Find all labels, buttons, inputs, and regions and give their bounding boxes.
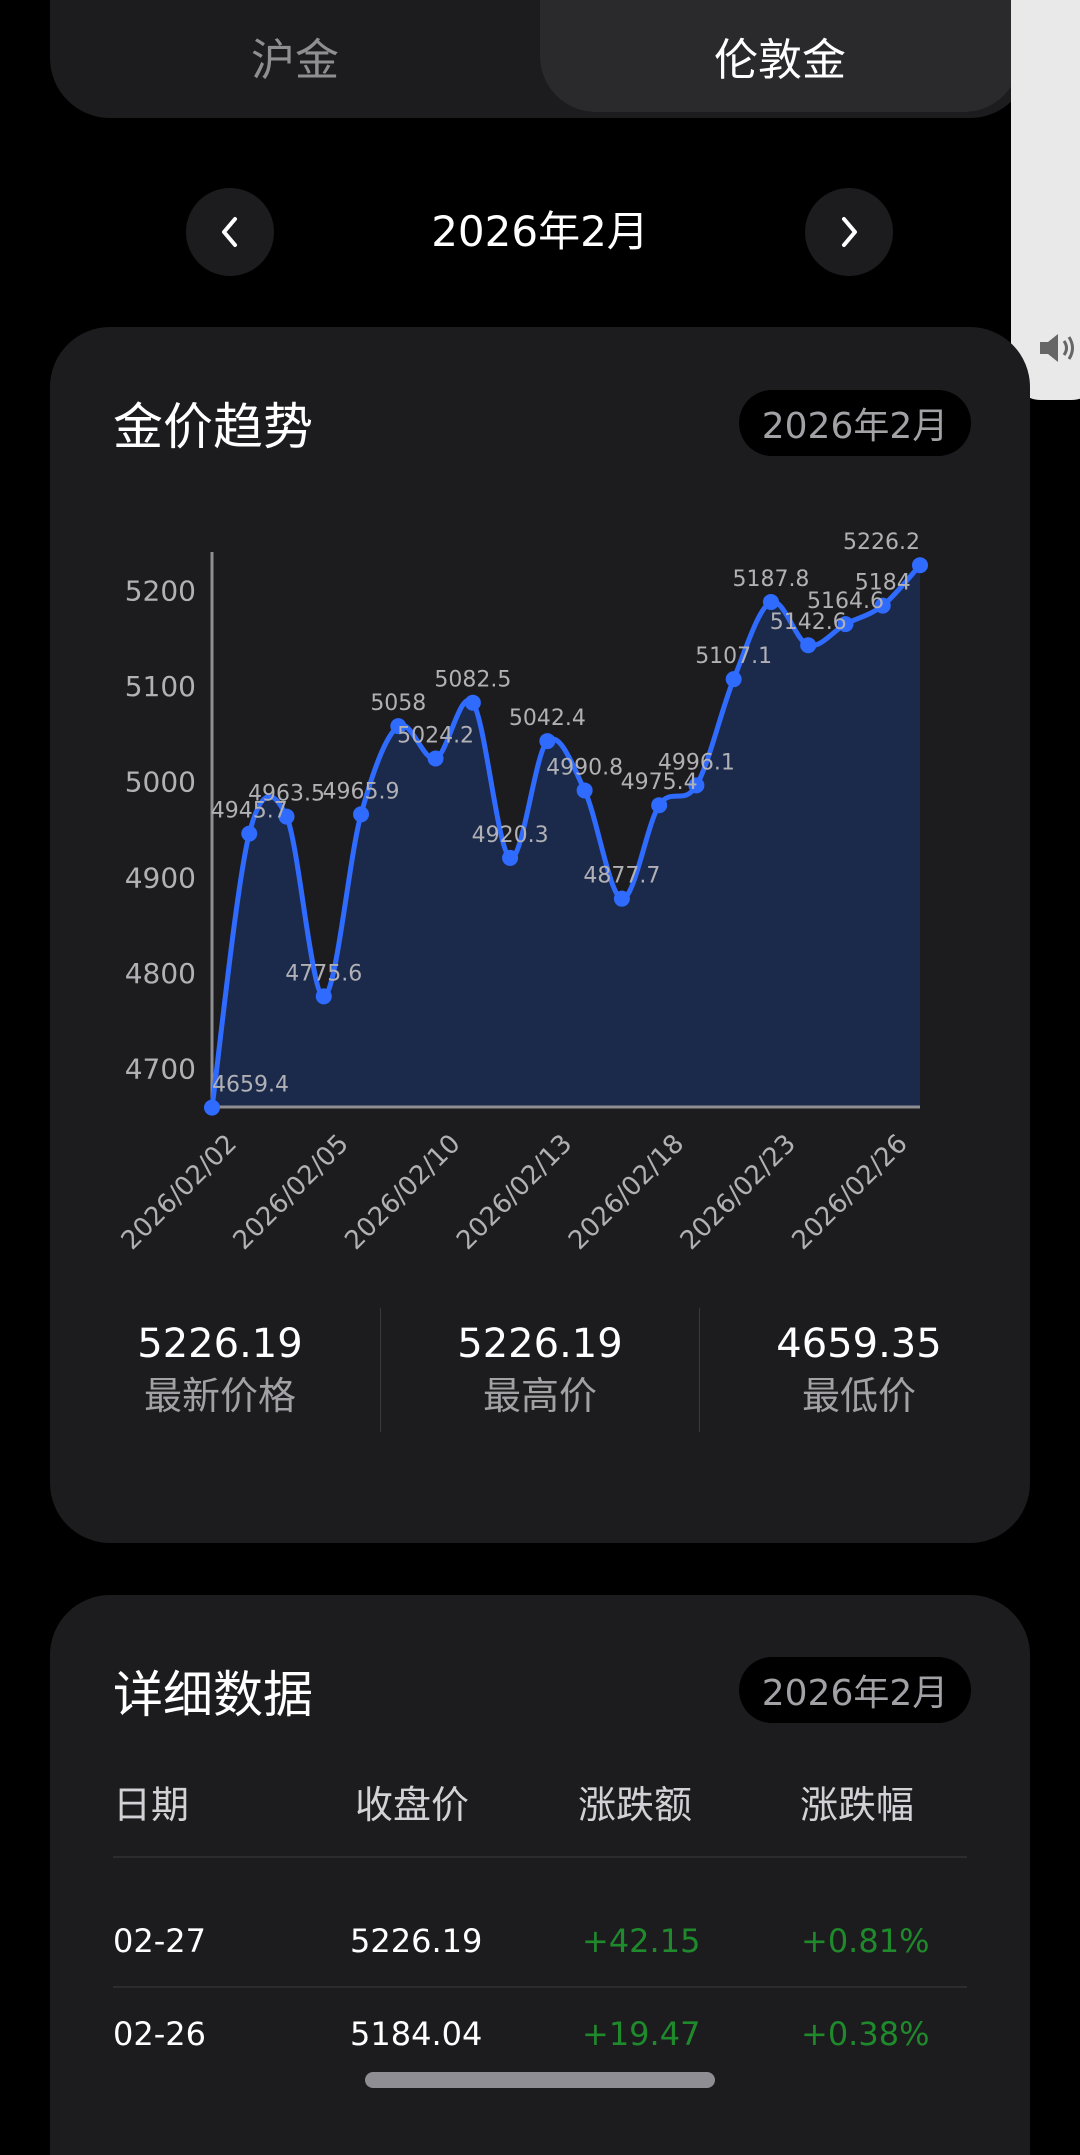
x-tick-label: 2026/02/13 xyxy=(451,1129,578,1256)
stat-lowest-price: 4659.35 最低价 xyxy=(709,1318,1009,1422)
x-tick-label: 2026/02/02 xyxy=(116,1129,243,1256)
row-close: 5226.19 xyxy=(350,1922,483,1960)
data-point[interactable] xyxy=(315,988,332,1005)
data-label: 5058 xyxy=(370,691,426,716)
row-percent: +0.81% xyxy=(801,1922,930,1960)
data-point[interactable] xyxy=(241,825,258,842)
data-point[interactable] xyxy=(576,782,593,799)
data-point[interactable] xyxy=(874,597,891,614)
previous-month-button[interactable] xyxy=(186,188,274,276)
data-label: 4659.4 xyxy=(212,1073,289,1098)
data-label: 5042.4 xyxy=(509,706,586,731)
row-change: +42.15 xyxy=(582,1922,701,1960)
stat-value: 5226.19 xyxy=(457,1321,623,1367)
stat-latest-price: 5226.19 最新价格 xyxy=(70,1318,370,1422)
row-date: 02-27 xyxy=(113,1922,206,1960)
data-point[interactable] xyxy=(800,637,817,654)
data-point[interactable] xyxy=(427,750,444,767)
tab-label: 伦敦金 xyxy=(714,35,846,86)
data-point[interactable] xyxy=(502,849,519,866)
data-label: 4963.5 xyxy=(248,782,325,807)
data-point[interactable] xyxy=(651,797,668,814)
chevron-right-icon xyxy=(842,217,857,247)
x-tick-label: 2026/02/10 xyxy=(339,1129,466,1256)
data-label: 5164.6 xyxy=(807,589,884,614)
data-point[interactable] xyxy=(912,557,928,574)
data-label: 4920.3 xyxy=(472,823,549,848)
chevron-left-icon xyxy=(222,217,237,247)
x-tick-label: 2026/02/23 xyxy=(675,1129,802,1256)
x-tick-label: 2026/02/26 xyxy=(787,1129,914,1256)
data-label: 5187.8 xyxy=(732,567,809,592)
data-label: 5142.6 xyxy=(770,610,847,635)
tab-london-gold[interactable]: 伦敦金 xyxy=(540,0,1020,112)
data-point[interactable] xyxy=(204,1099,220,1116)
tab-shanghai-gold[interactable]: 沪金 xyxy=(50,0,540,112)
y-tick-label: 4900 xyxy=(125,861,196,894)
y-tick-label: 4800 xyxy=(125,957,196,990)
stat-label: 最低价 xyxy=(801,1374,916,1418)
current-month-label: 2026年2月 xyxy=(431,207,649,256)
data-label: 5082.5 xyxy=(434,668,511,693)
tab-label: 沪金 xyxy=(251,35,339,86)
x-tick-label: 2026/02/05 xyxy=(228,1129,355,1256)
data-point[interactable] xyxy=(278,808,295,825)
stat-label: 最高价 xyxy=(482,1374,597,1418)
data-label: 4996.1 xyxy=(658,750,735,775)
data-label: 5107.1 xyxy=(695,644,772,669)
trend-period-badge[interactable]: 2026年2月 xyxy=(739,390,971,456)
row-divider xyxy=(113,1986,967,1988)
stat-value: 4659.35 xyxy=(776,1321,942,1367)
data-point[interactable] xyxy=(688,777,705,794)
data-label: 5226.2 xyxy=(843,530,920,555)
column-header-close: 收盘价 xyxy=(355,1783,470,1827)
column-header-date: 日期 xyxy=(113,1783,190,1827)
detail-period-badge[interactable]: 2026年2月 xyxy=(739,1657,971,1723)
data-point[interactable] xyxy=(762,593,779,610)
detail-card-title: 详细数据 xyxy=(113,1666,313,1724)
data-label: 4965.9 xyxy=(323,779,400,804)
row-date: 02-26 xyxy=(113,2015,206,2053)
data-point[interactable] xyxy=(464,694,481,711)
stat-highest-price: 5226.19 最高价 xyxy=(390,1318,690,1422)
data-label: 4945.7 xyxy=(211,799,288,824)
data-point[interactable] xyxy=(837,616,854,633)
home-indicator[interactable] xyxy=(365,2072,715,2088)
column-header-percent: 涨跌幅 xyxy=(800,1783,915,1827)
stat-divider xyxy=(699,1308,700,1432)
market-segmented-control: 沪金 伦敦金 xyxy=(50,0,1030,118)
stat-divider xyxy=(380,1308,381,1432)
data-label: 4975.4 xyxy=(621,770,698,795)
price-area-fill xyxy=(212,565,920,1108)
data-point[interactable] xyxy=(353,806,370,823)
trend-card-title: 金价趋势 xyxy=(113,398,313,456)
data-label: 4877.7 xyxy=(583,864,660,889)
data-point[interactable] xyxy=(613,890,630,907)
y-tick-label: 4700 xyxy=(125,1053,196,1086)
column-header-change: 涨跌额 xyxy=(578,1783,693,1827)
speaker-icon xyxy=(1040,334,1074,362)
row-percent: +0.38% xyxy=(801,2015,930,2053)
row-change: +19.47 xyxy=(582,2015,701,2053)
volume-panel[interactable] xyxy=(1011,0,1080,400)
stat-value: 5226.19 xyxy=(137,1321,303,1367)
data-label: 5024.2 xyxy=(397,723,474,748)
data-point[interactable] xyxy=(725,671,742,688)
x-tick-label: 2026/02/18 xyxy=(563,1129,690,1256)
y-tick-label: 5100 xyxy=(125,670,196,703)
y-tick-label: 5200 xyxy=(125,574,196,607)
data-label: 4990.8 xyxy=(546,755,623,780)
y-tick-label: 5000 xyxy=(125,766,196,799)
next-month-button[interactable] xyxy=(805,188,893,276)
data-label: 5184 xyxy=(855,571,911,596)
stat-label: 最新价格 xyxy=(143,1374,296,1418)
data-point[interactable] xyxy=(539,733,556,750)
data-point[interactable] xyxy=(390,718,407,735)
data-label: 4775.6 xyxy=(285,961,362,986)
table-divider xyxy=(113,1856,967,1858)
row-close: 5184.04 xyxy=(350,2015,483,2053)
